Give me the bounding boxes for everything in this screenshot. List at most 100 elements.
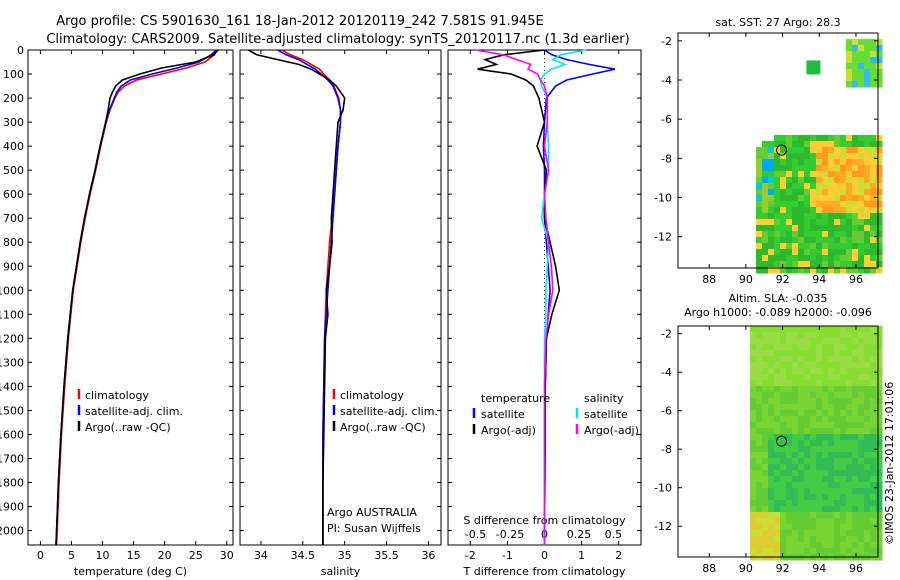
map-cell	[762, 177, 769, 184]
map-cell	[828, 255, 835, 262]
map-cell	[798, 524, 805, 531]
map-cell	[786, 398, 793, 405]
map-cell	[756, 207, 763, 214]
map-cell	[792, 542, 799, 549]
map-cell	[828, 488, 835, 495]
map-cell	[750, 512, 757, 519]
map-cell	[780, 452, 787, 459]
depth-tick-label: 1100	[0, 308, 24, 321]
map-cell	[756, 452, 763, 459]
map-cell	[828, 165, 835, 172]
map-cell	[846, 147, 853, 154]
map-cell	[858, 45, 865, 52]
map-cell	[870, 392, 877, 399]
depth-tick-label: 400	[3, 140, 24, 153]
map-cell	[828, 332, 835, 339]
map-cell	[828, 267, 835, 274]
map-cell	[774, 536, 781, 543]
map-cell	[834, 338, 841, 345]
map-cell	[792, 404, 799, 411]
map-cell	[798, 261, 805, 268]
map-cell	[870, 542, 877, 549]
map-cell	[786, 362, 793, 369]
map-cell	[816, 524, 823, 531]
map-cell	[852, 494, 859, 501]
map-cell	[864, 530, 871, 537]
map-cell	[834, 494, 841, 501]
map-cell	[822, 416, 829, 423]
map-cell	[798, 464, 805, 471]
map-cell	[864, 231, 871, 238]
map-cell	[804, 356, 811, 363]
map-x-tick-label: 92	[776, 273, 790, 286]
map-cell	[786, 153, 793, 160]
map-cell	[864, 476, 871, 483]
map-cell	[846, 458, 853, 465]
map-cell	[816, 267, 823, 274]
map-cell	[792, 410, 799, 417]
map-cell	[828, 434, 835, 441]
map-cell	[810, 141, 817, 148]
map-cell	[876, 69, 883, 76]
map-cell	[876, 362, 883, 369]
map-cell	[792, 243, 799, 250]
legend-title-salinity: salinity	[584, 392, 624, 405]
map-cell	[810, 458, 817, 465]
map-cell	[822, 326, 829, 333]
map-cell	[762, 237, 769, 244]
map-cell	[828, 404, 835, 411]
x-tick-label: 5	[68, 549, 75, 562]
map-cell	[768, 201, 775, 208]
map-cell	[810, 416, 817, 423]
map-cell	[792, 518, 799, 525]
map-cell	[798, 530, 805, 537]
map-cell	[864, 177, 871, 184]
map-cell	[798, 386, 805, 393]
map-cell	[840, 183, 847, 190]
map-cell	[840, 177, 847, 184]
map-cell	[834, 171, 841, 178]
map-cell	[852, 326, 859, 333]
map-cell	[804, 147, 811, 154]
map-cell	[834, 243, 841, 250]
map-cell	[762, 165, 769, 172]
map-cell	[864, 237, 871, 244]
map-cell	[798, 267, 805, 274]
map-cell	[840, 440, 847, 447]
map-cell	[780, 195, 787, 202]
map-cell	[828, 542, 835, 549]
map-cell	[870, 171, 877, 178]
map-cell	[750, 410, 757, 417]
map-cell	[750, 434, 757, 441]
map-cell	[756, 362, 763, 369]
map-cell	[804, 434, 811, 441]
map-cell	[780, 506, 787, 513]
map-cell	[852, 398, 859, 405]
map-cell	[750, 476, 757, 483]
map-cell	[762, 326, 769, 333]
map-cell	[840, 255, 847, 262]
map-cell	[840, 524, 847, 531]
map-cell	[822, 147, 829, 154]
map-cell	[762, 464, 769, 471]
map-cell	[846, 512, 853, 519]
map-cell	[810, 392, 817, 399]
map-cell	[768, 147, 775, 154]
map-cell	[768, 434, 775, 441]
map-cell	[834, 416, 841, 423]
map-cell	[792, 207, 799, 214]
map-cell	[804, 410, 811, 417]
map-cell	[858, 470, 865, 477]
map-cell	[852, 249, 859, 256]
map-cell	[834, 524, 841, 531]
map-cell	[810, 446, 817, 453]
map-cell	[828, 374, 835, 381]
map-cell	[876, 135, 883, 142]
map-cell	[792, 512, 799, 519]
temperature-profile: 0100200300400500600700800900100011001200…	[0, 44, 234, 578]
map-cell	[786, 446, 793, 453]
map-cell	[768, 470, 775, 477]
map-cell	[852, 428, 859, 435]
map-cell	[822, 446, 829, 453]
map-cell	[810, 195, 817, 202]
